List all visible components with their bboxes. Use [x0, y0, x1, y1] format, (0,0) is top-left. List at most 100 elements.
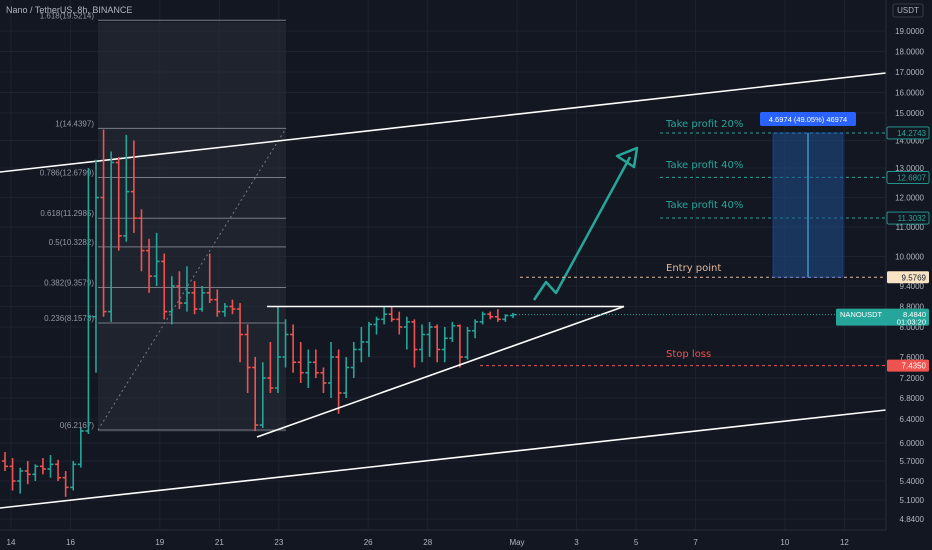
candle [335, 349, 342, 414]
tp20-price-tag-border [886, 126, 930, 140]
candle [199, 286, 206, 312]
candle [456, 324, 463, 368]
fib-retracement-levels: 1.618(19.5214) 1(14.4397) 0.786(12.6799) 0.… [40, 11, 286, 431]
time-axis[interactable]: 14 16 19 21 23 26 28 May 3 5 7 10 12 [0, 529, 932, 550]
candle [441, 327, 448, 363]
candle [115, 157, 122, 251]
fib-level-label: 0(6.2167) [60, 421, 95, 430]
y-tick-label: 18.0000 [895, 48, 924, 57]
fib-level-label: 0.5(10.3282) [49, 238, 95, 247]
candle [138, 209, 145, 272]
y-tick-label: 12.0000 [895, 194, 924, 203]
candle [153, 232, 160, 286]
chart-title: Nano / TetherUS, 8h, BINANCE [6, 5, 133, 15]
position-info-text: 4.6974 (49.05%) 46974 [769, 115, 847, 124]
candle [77, 428, 84, 468]
candle [434, 324, 441, 363]
x-tick-label: 23 [274, 538, 283, 547]
y-tick-label: 8.0000 [900, 323, 925, 332]
x-tick-label: 19 [155, 538, 164, 547]
fib-level-label: 0.236(8.1573) [44, 314, 94, 323]
candle [320, 367, 327, 393]
candle [396, 311, 403, 335]
candle [274, 306, 281, 393]
candle [328, 342, 335, 398]
fib-level-label: 0.618(11.2985) [40, 209, 94, 218]
candle [206, 253, 213, 304]
y-tick-label: 15.0000 [895, 109, 924, 118]
candle [464, 327, 471, 360]
candle [487, 311, 494, 320]
x-tick-label: May [509, 538, 524, 547]
candle [70, 461, 77, 491]
candle [108, 151, 115, 322]
x-tick-label: 16 [66, 538, 75, 547]
y-tick-label: 17.0000 [895, 68, 924, 77]
candle [350, 342, 357, 378]
triangle-support-line [256, 305, 625, 438]
x-tick-label: 26 [364, 538, 373, 547]
unit-badge [892, 3, 924, 18]
y-tick-label: 7.6000 [900, 353, 925, 362]
ascending-triangle [256, 305, 625, 438]
candle [244, 324, 251, 393]
candle [252, 357, 259, 431]
candle [297, 342, 304, 383]
stop-price-tag-bg [887, 359, 929, 372]
take-profit-20-label: Take profit 20% [665, 119, 743, 130]
candle [9, 458, 16, 491]
x-tick-label: 12 [840, 538, 849, 547]
candle [100, 129, 107, 317]
position-info-badge [760, 112, 856, 126]
x-tick-label: 28 [423, 538, 432, 547]
candle [449, 321, 456, 342]
x-tick-label: 5 [634, 538, 639, 547]
candle [2, 452, 8, 471]
tp40a-price-tag: 12.6807 [897, 173, 926, 182]
y-tick-label: 19.0000 [895, 27, 924, 36]
candle [55, 459, 62, 481]
tp40a-price-tag-border [886, 171, 930, 184]
take-profit-40b-label: Take profit 40% [665, 200, 743, 211]
y-tick-label: 7.2000 [900, 374, 925, 383]
fib-level-label: 1(14.4397) [55, 119, 94, 128]
fib-diagonal-line [97, 128, 287, 431]
candle [411, 319, 418, 368]
candle [123, 135, 130, 242]
candlestick-series [2, 129, 516, 497]
tp40a-price-tag-bg [887, 171, 929, 184]
candle [168, 276, 175, 325]
entry-price-tag: 9.5769 [902, 273, 927, 282]
stop-loss-label: Stop loss [666, 349, 711, 360]
fib-level-label: 0.786(12.6799) [40, 168, 95, 177]
y-tick-label: 13.0000 [895, 164, 924, 173]
candle [62, 471, 69, 497]
candle [343, 357, 350, 398]
candle [183, 266, 190, 312]
projection-arrow [532, 156, 632, 301]
current-symbol: NANOUSDT [840, 310, 883, 319]
tp40b-price-tag: 11.3032 [898, 214, 927, 223]
candle [17, 467, 24, 494]
candle [305, 349, 312, 388]
x-tick-label: 3 [574, 538, 579, 547]
candle [221, 303, 228, 317]
tp40b-price-tag-border [886, 211, 930, 225]
candle [282, 319, 289, 368]
candle [130, 140, 137, 233]
candle [24, 461, 31, 485]
candle [176, 271, 183, 310]
entry-point-label: Entry point [666, 263, 721, 274]
y-tick-label: 6.8000 [900, 394, 925, 403]
y-tick-label: 14.0000 [895, 137, 924, 146]
current-price: 8.4840 [903, 310, 926, 319]
candle [85, 168, 92, 434]
y-tick-label: 5.7000 [900, 457, 925, 466]
tp40b-price-tag-bg [887, 212, 929, 225]
current-price-badge [836, 308, 929, 326]
y-tick-label: 6.0000 [900, 439, 925, 448]
candle [259, 362, 266, 428]
channel-lower-line [0, 409, 887, 509]
candle [373, 316, 380, 335]
